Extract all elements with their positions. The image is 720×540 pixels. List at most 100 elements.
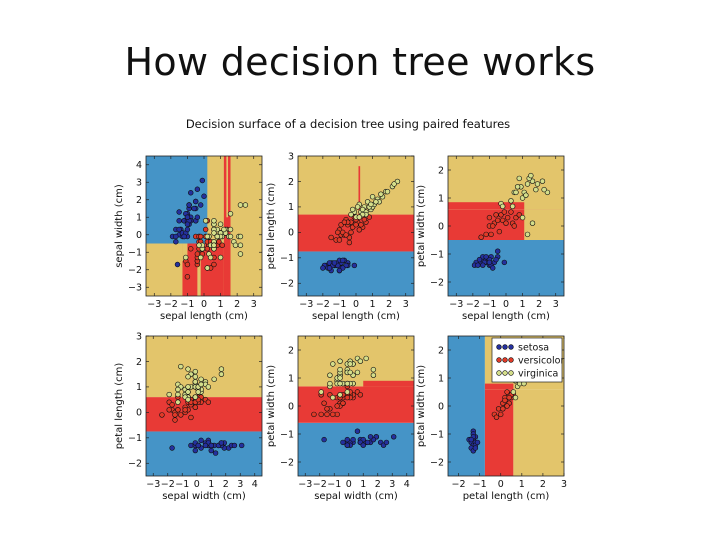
region-versicolor — [363, 380, 414, 387]
point-setosa — [202, 442, 209, 449]
region-versicolor — [182, 243, 224, 296]
x-tick-label: 3 — [237, 479, 243, 490]
point-versicolor — [182, 407, 188, 413]
point-versicolor — [318, 411, 324, 418]
y-axis-label: sepal width (cm) — [114, 184, 125, 268]
region-virginica — [298, 336, 414, 387]
point-virginica — [183, 254, 189, 261]
point-virginica — [344, 389, 351, 395]
x-tick-label: 2 — [540, 479, 546, 490]
x-tick-label: −2 — [313, 479, 327, 490]
point-setosa — [326, 265, 333, 271]
point-versicolor — [495, 217, 501, 224]
legend-marker-setosa — [508, 344, 514, 350]
point-virginica — [347, 361, 353, 367]
point-setosa — [472, 445, 479, 451]
legend-marker-setosa — [496, 344, 502, 350]
point-setosa — [174, 261, 181, 268]
y-tick-label: 2 — [288, 177, 294, 188]
point-virginica — [218, 371, 225, 377]
y-tick-label: −1 — [128, 433, 142, 444]
point-setosa — [468, 436, 474, 443]
point-virginica — [185, 366, 191, 372]
point-versicolor — [219, 242, 225, 248]
y-tick-label: 1 — [136, 213, 142, 224]
region-versicolor — [448, 202, 525, 210]
point-setosa — [475, 262, 481, 268]
y-tick-label: −2 — [128, 459, 142, 470]
x-tick-label: −2 — [316, 299, 330, 310]
point-versicolor — [202, 226, 209, 233]
point-setosa — [184, 226, 191, 233]
point-versicolor — [504, 403, 510, 409]
x-tick-label: −3 — [146, 479, 160, 490]
x-tick-label: 0 — [194, 479, 200, 490]
point-versicolor — [336, 237, 343, 243]
point-setosa — [173, 233, 179, 240]
x-tick-label: 2 — [536, 299, 542, 310]
point-setosa — [493, 256, 499, 263]
region-setosa — [146, 431, 262, 476]
point-versicolor — [493, 212, 499, 218]
point-versicolor — [356, 227, 363, 233]
point-setosa — [208, 447, 214, 454]
point-virginica — [524, 231, 531, 238]
x-tick-label: −2 — [161, 479, 175, 490]
x-tick-label: 3 — [553, 299, 559, 310]
point-virginica — [237, 242, 244, 248]
x-tick-label: 1 — [360, 479, 366, 490]
point-versicolor — [502, 397, 508, 404]
point-virginica — [533, 186, 539, 193]
x-tick-label: 4 — [252, 479, 258, 490]
point-virginica — [211, 242, 217, 248]
x-tick-label: 0 — [498, 479, 504, 490]
point-setosa — [350, 436, 356, 443]
region-virginica — [146, 336, 262, 398]
point-virginica — [499, 203, 506, 210]
point-versicolor — [490, 223, 496, 229]
figure: Decision surface of a decision tree usin… — [114, 117, 567, 502]
point-setosa — [340, 439, 346, 446]
y-tick-label: −2 — [430, 457, 444, 468]
y-tick-label: 0 — [288, 401, 294, 412]
point-virginica — [232, 242, 239, 248]
y-tick-label: 2 — [136, 195, 142, 206]
point-virginica — [539, 178, 546, 184]
point-virginica — [534, 181, 541, 187]
point-setosa — [197, 202, 204, 208]
legend-marker-setosa — [502, 344, 508, 350]
point-setosa — [193, 198, 199, 205]
point-virginica — [192, 374, 199, 380]
point-virginica — [217, 221, 224, 227]
x-tick-label: 2 — [234, 299, 240, 310]
point-setosa — [331, 260, 338, 266]
point-setosa — [486, 259, 493, 266]
point-virginica — [211, 376, 217, 382]
point-virginica — [541, 186, 547, 193]
point-versicolor — [172, 417, 178, 423]
point-setosa — [354, 428, 361, 434]
point-virginica — [337, 375, 343, 381]
point-virginica — [242, 202, 249, 208]
y-tick-label: 1 — [438, 373, 444, 384]
point-virginica — [205, 384, 212, 390]
point-virginica — [192, 379, 199, 385]
point-setosa — [483, 254, 489, 260]
point-setosa — [191, 205, 197, 212]
point-versicolor — [358, 222, 364, 228]
y-tick-label: −2 — [430, 277, 444, 288]
point-virginica — [198, 376, 204, 382]
x-tick-label: 0 — [346, 479, 352, 490]
point-versicolor — [169, 402, 175, 408]
point-versicolor — [205, 399, 212, 405]
x-axis-label: sepal width (cm) — [162, 491, 246, 502]
point-setosa — [199, 177, 206, 184]
x-tick-label: 1 — [218, 299, 224, 310]
x-tick-label: 4 — [404, 479, 410, 490]
point-virginica — [528, 172, 534, 179]
point-versicolor — [357, 392, 364, 398]
point-virginica — [237, 251, 244, 257]
point-virginica — [354, 369, 361, 376]
y-tick-label: −1 — [280, 253, 294, 264]
region-virginica — [448, 156, 564, 210]
